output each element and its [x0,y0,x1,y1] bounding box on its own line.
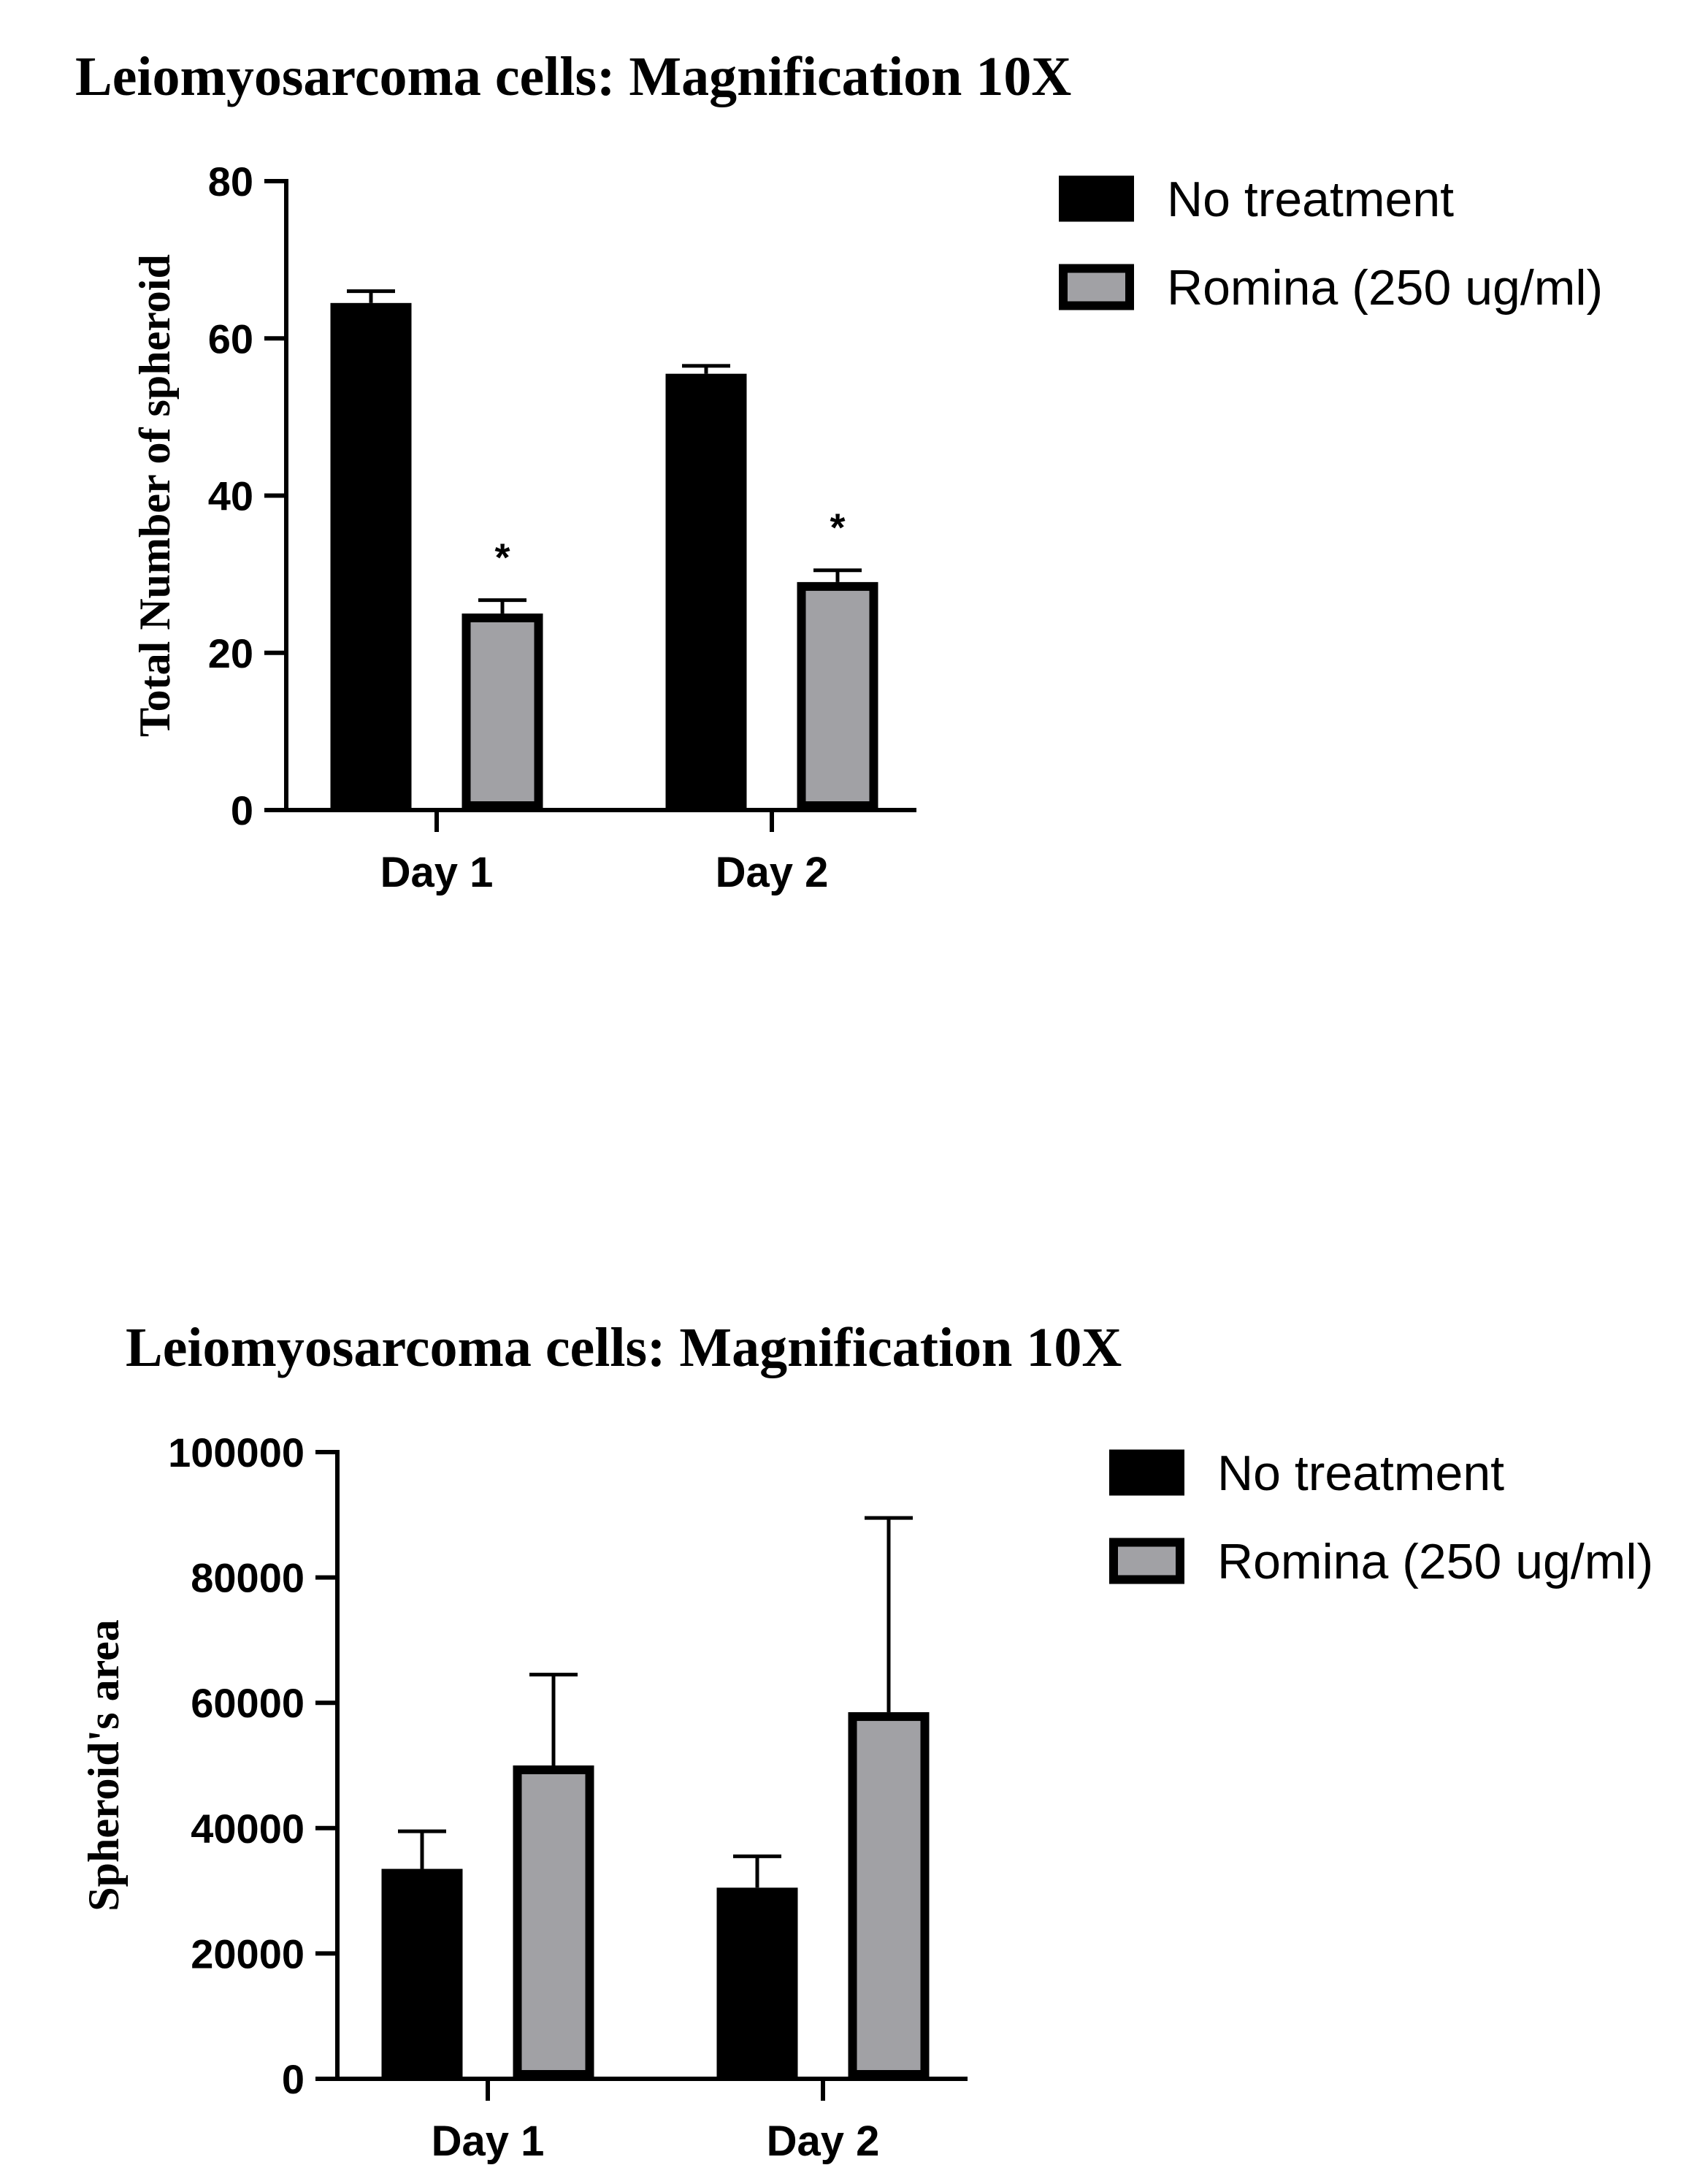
chart-spheroid-area: Leiomyosarcoma cells: Magnification 10X S… [80,1317,1653,2165]
y-axis-label: Total Number of spheroid [131,254,179,737]
bar-no-treatment-1 [330,302,412,811]
legend-label-no-treatment: No treatment [1217,1446,1504,1501]
y-tick-label: 40 [208,473,253,519]
significance-marker: * [830,506,845,550]
bar-romina-1 [461,613,543,810]
x-tick-label: Day 1 [432,2118,545,2165]
x-tick-label: Day 2 [716,849,829,896]
bar-no-treatment-2 [665,373,747,810]
bar-romina-2 [848,1712,930,2080]
y-tick-label: 20 [208,630,253,676]
bar-romina-1 [513,1765,594,2079]
significance-marker: * [494,536,510,580]
y-tick-label: 80 [208,159,253,205]
y-tick-label: 80000 [191,1555,305,1601]
bar-romina-2 [797,581,878,810]
chart-title: Leiomyosarcoma cells: Magnification 10X [75,46,1071,107]
legend-swatch-no-treatment [1059,175,1134,222]
chart-title: Leiomyosarcoma cells: Magnification 10X [126,1317,1122,1378]
y-tick-label: 100000 [168,1429,305,1475]
legend-label-romina: Romina (250 ug/ml) [1167,260,1603,316]
x-tick-label: Day 2 [767,2118,880,2165]
legend-label-no-treatment: No treatment [1167,172,1454,227]
legend-swatch-no-treatment [1109,1449,1184,1496]
y-tick-label: 60 [208,316,253,362]
legend-label-romina: Romina (250 ug/ml) [1217,1534,1653,1589]
y-tick-label: 60000 [191,1680,305,1726]
chart-spheroid-count: Leiomyosarcoma cells: Magnification 10X T… [75,46,1603,896]
y-axis-label: Spheroid's area [80,1619,128,1912]
legend-swatch-romina [1059,264,1134,310]
y-tick-label: 40000 [191,1806,305,1852]
y-tick-label: 0 [282,2056,305,2102]
x-tick-label: Day 1 [380,849,494,896]
legend-swatch-romina [1109,1538,1184,1584]
y-tick-label: 20000 [191,1931,305,1977]
bar-no-treatment-1 [381,1868,463,2079]
y-tick-label: 0 [231,787,253,833]
bar-no-treatment-2 [716,1887,798,2079]
